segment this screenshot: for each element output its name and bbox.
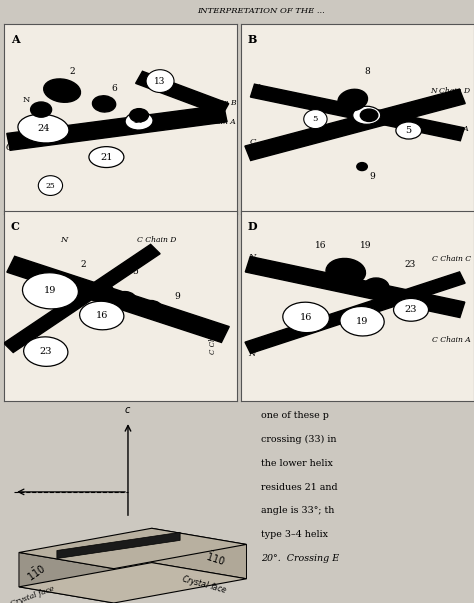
Text: N Chain D: N Chain D	[430, 87, 470, 95]
Text: N: N	[22, 96, 30, 104]
Text: 25: 25	[46, 182, 55, 189]
Text: C Chain: C Chain	[209, 326, 217, 355]
Ellipse shape	[18, 114, 69, 143]
Text: C: C	[11, 221, 19, 232]
Ellipse shape	[22, 273, 78, 309]
Text: 2: 2	[69, 67, 75, 76]
Text: N: N	[248, 350, 255, 358]
Ellipse shape	[80, 302, 124, 330]
Ellipse shape	[393, 298, 428, 321]
Text: residues 21 and: residues 21 and	[261, 482, 337, 491]
Polygon shape	[57, 532, 180, 558]
Circle shape	[304, 110, 327, 128]
Ellipse shape	[283, 302, 329, 333]
Text: one of these p: one of these p	[261, 411, 328, 420]
Text: INTERPRETATION OF THE ...: INTERPRETATION OF THE ...	[197, 7, 325, 14]
Ellipse shape	[360, 109, 378, 121]
Text: 5: 5	[132, 267, 138, 276]
Text: 21: 21	[100, 153, 113, 162]
Text: type 3–4 helix: type 3–4 helix	[261, 530, 328, 539]
Text: crossing (33) in: crossing (33) in	[261, 435, 336, 444]
Text: 17: 17	[133, 116, 146, 125]
Polygon shape	[7, 105, 227, 150]
Text: 5: 5	[406, 126, 412, 135]
Text: 23: 23	[404, 260, 415, 269]
Text: 23: 23	[405, 305, 417, 314]
Text: 6: 6	[111, 84, 117, 93]
Text: 24: 24	[37, 124, 50, 133]
Text: 5: 5	[313, 115, 318, 123]
Ellipse shape	[114, 292, 136, 307]
Text: 16: 16	[96, 311, 108, 320]
Text: 19: 19	[44, 286, 56, 295]
Circle shape	[146, 70, 174, 92]
Text: angle is 33°; th: angle is 33°; th	[261, 507, 334, 516]
Text: C: C	[250, 138, 256, 146]
Text: C Chain C: C Chain C	[432, 254, 471, 262]
Polygon shape	[19, 528, 246, 569]
Text: N Chain B: N Chain B	[197, 99, 237, 107]
Ellipse shape	[89, 147, 124, 168]
Ellipse shape	[125, 112, 153, 130]
Text: A: A	[11, 34, 19, 45]
Ellipse shape	[164, 314, 179, 325]
Text: Crystal face: Crystal face	[9, 585, 55, 603]
Text: 9: 9	[369, 172, 375, 180]
Ellipse shape	[326, 259, 365, 285]
Ellipse shape	[92, 96, 116, 112]
Text: 20°.  Crossing E: 20°. Crossing E	[261, 554, 339, 563]
Polygon shape	[19, 563, 246, 603]
Ellipse shape	[363, 278, 389, 296]
Polygon shape	[245, 89, 465, 160]
Ellipse shape	[31, 102, 52, 117]
Ellipse shape	[44, 79, 81, 103]
Polygon shape	[4, 244, 160, 353]
Text: 13: 13	[155, 77, 166, 86]
Text: 23: 23	[39, 347, 52, 356]
Text: 19: 19	[360, 241, 371, 250]
Text: 16: 16	[315, 241, 327, 250]
Ellipse shape	[338, 89, 367, 111]
Text: 9: 9	[174, 292, 180, 301]
Text: $1\bar{1}0$: $1\bar{1}0$	[24, 561, 48, 584]
Text: C: C	[6, 143, 13, 152]
Text: B: B	[248, 34, 257, 45]
Polygon shape	[152, 528, 246, 579]
Ellipse shape	[357, 163, 367, 171]
Ellipse shape	[24, 337, 68, 367]
Text: 8: 8	[364, 111, 370, 120]
Polygon shape	[246, 256, 465, 318]
Text: the lower helix: the lower helix	[261, 459, 333, 468]
Text: $\bar{1}10$: $\bar{1}10$	[204, 549, 227, 568]
Text: $\it{Crystal\ face}$: $\it{Crystal\ face}$	[180, 573, 229, 598]
Polygon shape	[136, 71, 229, 116]
Ellipse shape	[139, 300, 163, 317]
Polygon shape	[250, 84, 465, 140]
Text: D: D	[248, 221, 257, 232]
Text: 19: 19	[356, 317, 368, 326]
Text: N: N	[253, 83, 260, 91]
Polygon shape	[245, 272, 465, 353]
Text: 16: 16	[300, 313, 312, 322]
Text: $c$: $c$	[124, 405, 132, 415]
Text: C Chain A: C Chain A	[197, 118, 236, 126]
Ellipse shape	[396, 122, 421, 139]
Text: N: N	[60, 236, 67, 244]
Text: 8: 8	[365, 67, 370, 76]
Ellipse shape	[130, 109, 148, 122]
Text: C Chain D: C Chain D	[137, 236, 176, 244]
Ellipse shape	[340, 306, 384, 336]
Ellipse shape	[90, 282, 113, 299]
Polygon shape	[19, 552, 114, 603]
Text: N: N	[248, 253, 255, 260]
Text: C Chain A: C Chain A	[432, 336, 471, 344]
Ellipse shape	[353, 106, 381, 124]
Polygon shape	[7, 256, 229, 343]
Text: C Chain A: C Chain A	[430, 125, 468, 133]
Circle shape	[38, 175, 63, 195]
Text: 2: 2	[81, 260, 86, 269]
